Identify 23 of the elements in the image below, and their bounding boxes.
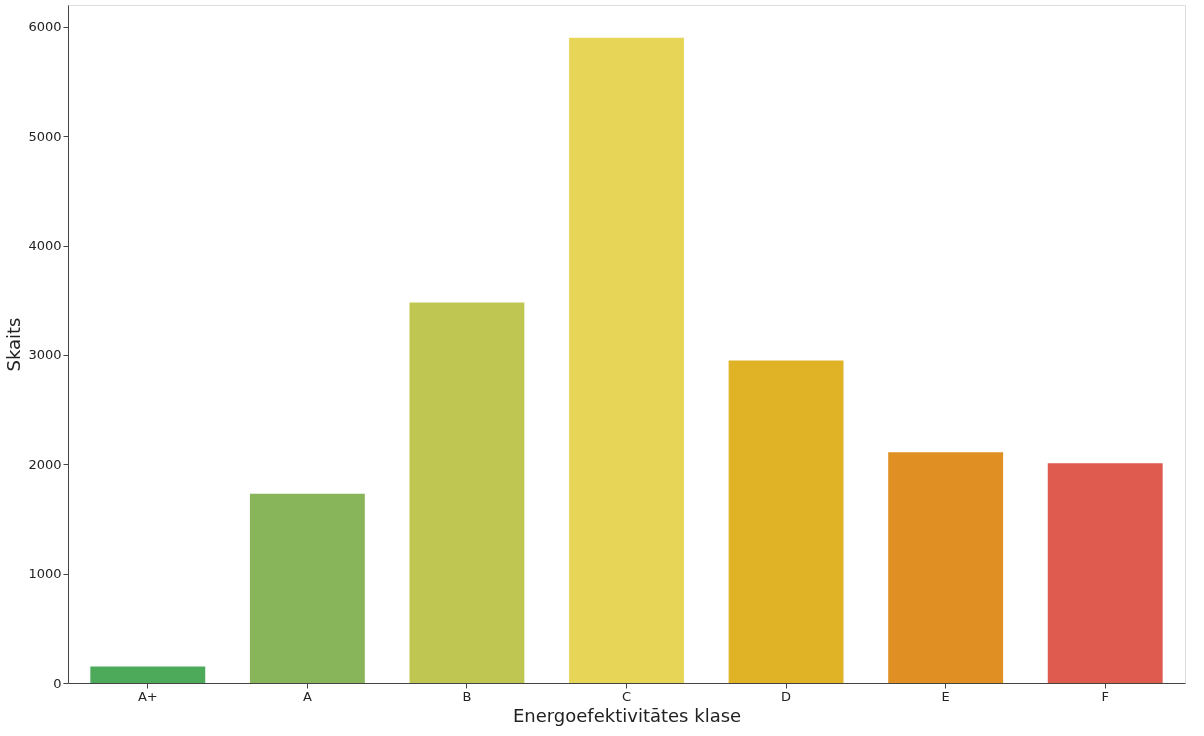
y-tick-label: 4000 <box>28 238 62 254</box>
x-tick-label: D <box>781 688 792 704</box>
x-axis-title: Energoefektivitātes klase <box>512 704 742 726</box>
bar <box>409 302 525 683</box>
x-tick-label: B <box>462 688 472 704</box>
y-tick-label: 5000 <box>28 128 62 144</box>
y-tick-label: 2000 <box>28 456 62 472</box>
y-tick-label: 3000 <box>28 347 62 363</box>
bar <box>569 37 684 683</box>
x-tick-label: A <box>302 688 312 704</box>
x-tick-label: A+ <box>137 688 158 704</box>
y-axis-title: Skaits <box>3 317 25 372</box>
y-tick-label: 6000 <box>28 19 62 35</box>
bar <box>888 452 1004 683</box>
x-tick-label: C <box>621 688 632 704</box>
y-tick-label: 1000 <box>28 566 62 582</box>
bar <box>249 493 365 683</box>
x-tick-label: E <box>941 688 950 704</box>
bar <box>728 360 844 683</box>
x-tick-label: F <box>1101 688 1109 704</box>
bar <box>1047 463 1163 683</box>
y-tick-label: 0 <box>53 675 62 691</box>
bar <box>90 666 206 683</box>
